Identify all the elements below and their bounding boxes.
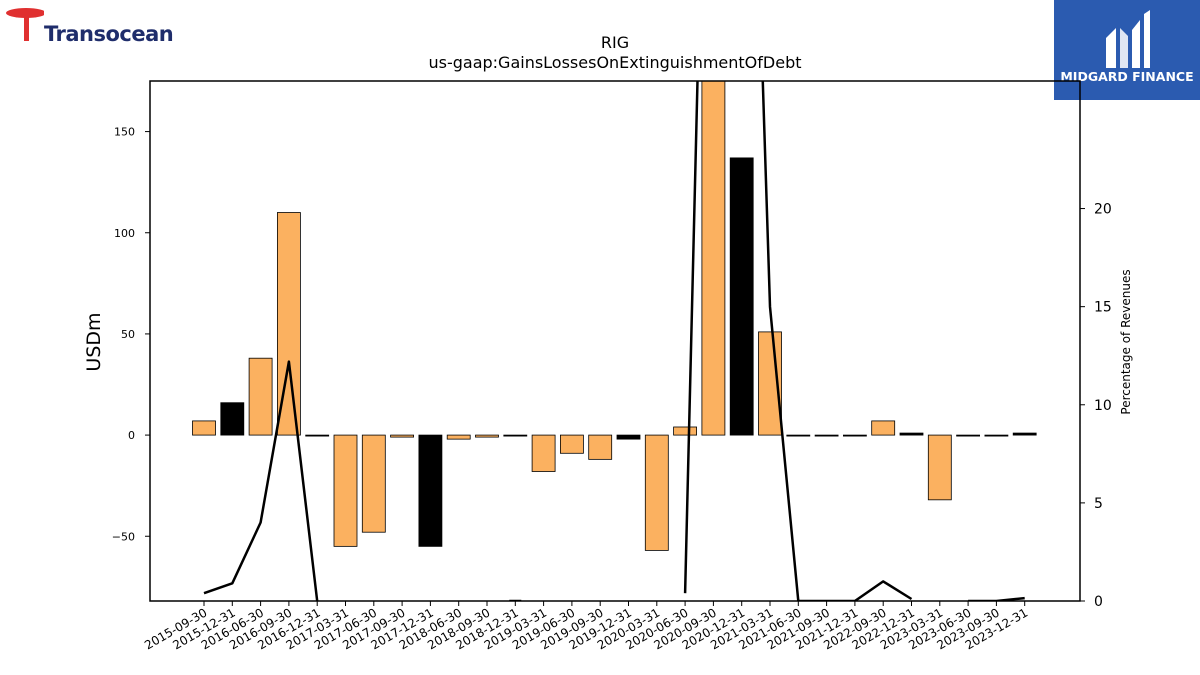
y2-tick-label: 5 <box>1094 496 1103 512</box>
bar-2015-09-30 <box>192 420 216 436</box>
bar-2022-09-30 <box>871 420 896 436</box>
y-tick-label: 0 <box>128 429 135 442</box>
bar-2016-09-30 <box>276 212 301 436</box>
midgard-logo-text: MIDGARD FINANCE <box>1060 69 1194 84</box>
bar-2018-12-31 <box>503 434 528 437</box>
bar-2020-09-30 <box>701 81 726 436</box>
bar-2023-06-30 <box>956 434 980 437</box>
y-tick-label: 50 <box>121 328 135 341</box>
y-tick-label: 100 <box>114 227 135 240</box>
bar-2018-09-30 <box>475 434 499 438</box>
bar-2019-09-30 <box>588 434 613 460</box>
bar-2016-06-30 <box>248 357 273 436</box>
y-tick-label: −50 <box>112 530 135 543</box>
bar-2023-12-31 <box>1012 432 1037 436</box>
plot-clipped-marks <box>192 81 1037 601</box>
bar-2023-09-30 <box>984 434 1009 437</box>
y2-axis-label: Percentage of Revenues <box>1119 269 1133 414</box>
ratio-line-segment-0 <box>203 360 319 601</box>
bar-2019-06-30 <box>560 434 584 454</box>
y2-tick-label: 0 <box>1094 594 1103 610</box>
midgard-logo-icon <box>1106 10 1150 68</box>
bar-2021-09-30 <box>814 434 839 437</box>
bar-2019-03-31 <box>531 434 556 472</box>
bar-2020-12-31 <box>729 157 754 436</box>
bar-2021-06-30 <box>786 434 811 437</box>
ratio-line-segment-2 <box>683 81 913 601</box>
bar-2020-03-31 <box>644 434 669 551</box>
bar-2017-09-30 <box>390 434 415 438</box>
ratio-line-segment-3 <box>968 596 1025 601</box>
midgard-finance-logo: MIDGARD FINANCE <box>1054 0 1200 100</box>
transocean-logo-icon <box>6 8 46 41</box>
bar-2019-12-31 <box>616 434 641 440</box>
transocean-logo-text: Transocean <box>44 22 174 46</box>
bar-2020-06-30 <box>673 426 697 436</box>
y2-tick-label: 15 <box>1094 300 1112 316</box>
bar-2017-12-31 <box>418 434 443 547</box>
bar-2022-12-31 <box>899 432 924 436</box>
bar-2018-06-30 <box>446 434 471 440</box>
plot-area: −50050100150051015202015-09-302015-12-31… <box>112 80 1112 652</box>
bar-2016-12-31 <box>305 434 330 437</box>
bar-2021-12-31 <box>843 434 867 437</box>
y2-tick-label: 10 <box>1094 398 1112 414</box>
chart-subtitle: us-gaap:GainsLossesOnExtinguishmentOfDeb… <box>428 53 801 72</box>
transocean-logo: Transocean <box>4 4 184 46</box>
bar-2017-06-30 <box>361 434 386 533</box>
chart-title: RIG <box>601 33 629 52</box>
bar-2017-03-31 <box>333 434 358 547</box>
y2-tick-label: 20 <box>1094 202 1112 218</box>
bar-2015-12-31 <box>220 402 245 436</box>
plot-frame <box>149 80 1081 602</box>
y-tick-label: 150 <box>114 126 135 139</box>
bar-2023-03-31 <box>927 434 952 501</box>
y-axis-label: USDm <box>83 312 105 371</box>
